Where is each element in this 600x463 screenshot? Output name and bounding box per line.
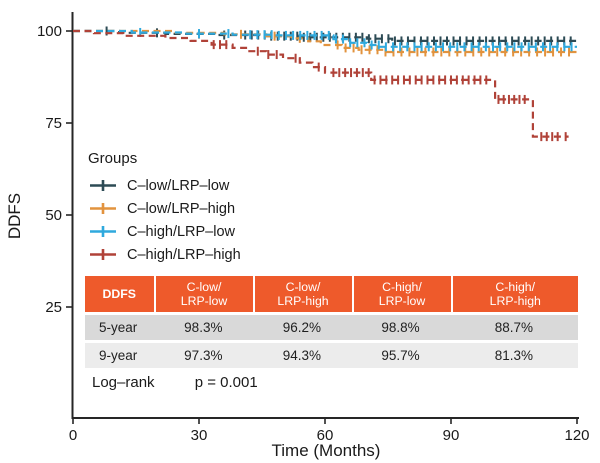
- y-axis-title: DDFS: [5, 193, 24, 239]
- x-tick-label: 0: [69, 427, 77, 444]
- legend-key-line-plus-icon: [90, 203, 116, 214]
- logrank-pvalue: p = 0.001: [194, 374, 258, 391]
- x-tick-label: 30: [191, 427, 208, 444]
- table-header-row: DDFS C-low/ LRP-low C-low/ LRP-high C-hi…: [85, 276, 578, 312]
- table-header-col: C-high/ LRP-high: [450, 276, 579, 312]
- km-curve: [73, 29, 577, 48]
- y-tick-label: 75: [45, 115, 62, 132]
- table-value: 88.7%: [494, 320, 534, 335]
- legend-key-line-plus-icon: [90, 180, 116, 191]
- y-tick-label: 100: [37, 23, 62, 40]
- header-line2: LRP-high: [277, 294, 329, 308]
- legend-label: C–low/LRP–low: [127, 177, 230, 194]
- x-axis-title: Time (Months): [272, 441, 381, 460]
- legend-item-chigh-lrplow: C–high/LRP–low: [88, 220, 241, 243]
- table-value: 95.7%: [381, 348, 420, 363]
- x-tick-label: 60: [317, 427, 334, 444]
- table-header-col: C-low/ LRP-high: [252, 276, 352, 312]
- legend: Groups C–low/LRP–low C–low/LRP–high C–hi…: [88, 150, 241, 266]
- table-header-ddfs: DDFS: [102, 286, 136, 301]
- header-line2: LRP-low: [378, 294, 426, 308]
- y-tick-label: 50: [45, 207, 62, 224]
- row-label: 9-year: [99, 348, 138, 363]
- table-row-9year: 9-year 97.3% 94.3% 95.7% 81.3%: [85, 343, 578, 368]
- legend-item-clow-lrplow: C–low/LRP–low: [88, 174, 241, 197]
- legend-label: C–high/LRP–high: [127, 246, 241, 263]
- table-value: 81.3%: [494, 348, 534, 363]
- legend-item-clow-lrphigh: C–low/LRP–high: [88, 197, 241, 220]
- header-line2: LRP-low: [180, 294, 228, 308]
- y-tick-label: 25: [45, 299, 62, 316]
- legend-key-line-plus-icon: [90, 226, 116, 237]
- table-value: 94.3%: [282, 348, 322, 363]
- table-header-col: C-low/ LRP-low: [153, 276, 253, 312]
- header-line1: C-low/: [186, 279, 222, 294]
- x-tick-label: 120: [564, 427, 589, 444]
- legend-item-chigh-lrphigh: C–high/LRP–high: [88, 243, 241, 266]
- table-value: 98.8%: [381, 320, 420, 335]
- logrank-annotation: Log–rank p = 0.001: [92, 374, 258, 391]
- legend-key-line-plus-icon: [90, 249, 116, 260]
- x-tick-label: 90: [443, 427, 460, 444]
- header-line1: C-high/: [382, 279, 422, 294]
- row-label: 5-year: [99, 320, 138, 335]
- logrank-label: Log–rank: [92, 374, 155, 391]
- table-row-5year: 5-year 98.3% 96.2% 98.8% 88.7%: [85, 315, 578, 340]
- header-line2: LRP-high: [489, 294, 541, 308]
- header-line1: C-low/: [285, 279, 321, 294]
- km-curve: [73, 29, 569, 138]
- legend-label: C–high/LRP–low: [127, 223, 236, 240]
- table-value: 98.3%: [184, 320, 223, 335]
- legend-label: C–low/LRP–high: [127, 200, 236, 217]
- survival-summary-table: DDFS C-low/ LRP-low C-low/ LRP-high C-hi…: [85, 276, 578, 368]
- table-header-col: C-high/ LRP-low: [351, 276, 451, 312]
- legend-title: Groups: [88, 150, 138, 167]
- table-value: 97.3%: [184, 348, 223, 363]
- header-line1: C-high/: [495, 279, 536, 294]
- table-value: 96.2%: [282, 320, 322, 335]
